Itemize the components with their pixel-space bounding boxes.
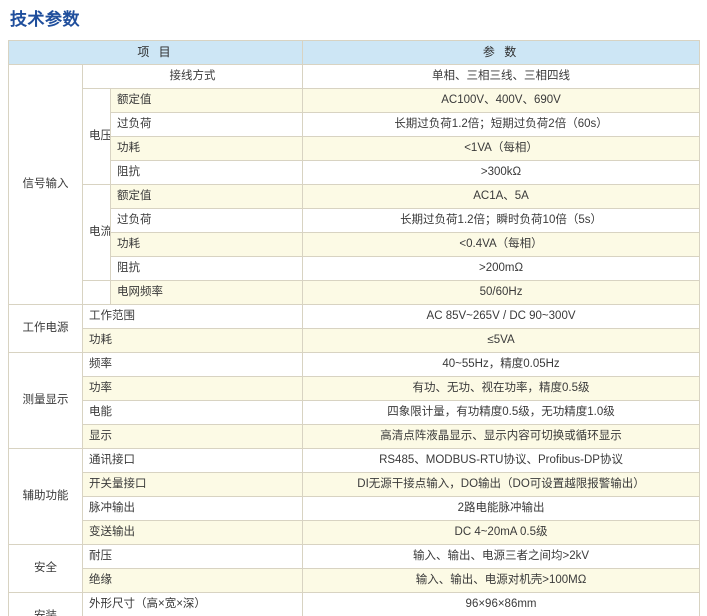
group-label: 辅助功能 [8,448,83,545]
parameter-value: DI无源干接点输入，DO输出（DO可设置越限报警输出） [302,472,701,497]
parameter-value: 输入、输出、电源三者之间均>2kV [302,544,701,569]
item-label: 变送输出 [81,520,304,545]
table-row: 电网频率 50/60Hz [9,280,701,305]
group-label: 信号输入 [8,64,83,305]
subgroup-label [82,280,111,305]
parameter-value: 单相、三相三线、三相四线 [302,64,701,89]
parameter-value: >200mΩ [302,256,701,281]
table-row: 电能 四象限计量，有功精度0.5级，无功精度1.0级 [9,400,701,425]
parameter-value: DC 4~20mA 0.5级 [302,520,701,545]
page-title: 技术参数 [10,10,80,29]
item-label: 通讯接口 [81,448,304,473]
parameter-value: RS485、MODBUS-RTU协议、Profibus-DP协议 [302,448,701,473]
parameter-value: ≤5VA [302,328,701,353]
item-label: 阻抗 [109,256,304,281]
item-label: 电能 [81,400,304,425]
table-row: 功耗 <1VA（每相） [9,136,701,161]
item-label: 开关量接口 [81,472,304,497]
item-label: 接线方式 [81,64,304,89]
table-row: 功率 有功、无功、视在功率，精度0.5级 [9,376,701,401]
item-label: 阻抗 [109,160,304,185]
table-row: 阻抗 >300kΩ [9,160,701,185]
group-label: 安全 [8,544,83,593]
subgroup-label: 电流 [82,184,111,281]
item-label: 额定值 [109,184,304,209]
parameter-value: 长期过负荷1.2倍；短期过负荷2倍（60s） [302,112,701,137]
parameter-value: 输入、输出、电源对机壳>100MΩ [302,568,701,593]
table-row: 功耗 <0.4VA（每相） [9,232,701,257]
table-row: 变送输出 DC 4~20mA 0.5级 [9,520,701,545]
item-label: 显示 [81,424,304,449]
parameter-value: 50/60Hz [302,280,701,305]
table-row: 信号输入 接线方式 单相、三相三线、三相四线 [8,64,701,305]
item-label: 功耗 [109,136,304,161]
table-header-row: 项 目 参 数 [7,40,701,65]
table-row: 工作电源 工作范围 AC 85V~265V / DC 90~300V [8,304,701,353]
parameter-value: <0.4VA（每相） [302,232,701,257]
group-label: 安装 [8,592,83,616]
item-label: 工作范围 [81,304,304,329]
subgroup-label: 电压 [82,88,111,185]
table-row: 过负荷 长期过负荷1.2倍；瞬时负荷10倍（5s） [9,208,701,233]
parameter-value: 高清点阵液晶显示、显示内容可切换或循环显示 [302,424,701,449]
item-label: 电网频率 [109,280,304,305]
item-label: 外形尺寸（高×宽×深） [81,592,304,616]
parameter-value: 有功、无功、视在功率，精度0.5级 [302,376,701,401]
table-row: 绝缘 输入、输出、电源对机壳>100MΩ [9,568,701,593]
column-header-item: 项 目 [7,40,304,65]
item-label: 功耗 [81,328,304,353]
parameter-value: 2路电能脉冲输出 [302,496,701,521]
parameter-value: 96×96×86mm [302,592,701,616]
technical-parameters-table: 项 目 参 数 信号输入 接线方式 单相、三相三线、三相四线 电压 额定值 AC100V、… [7,40,701,616]
parameter-value: AC1A、5A [302,184,701,209]
group-label: 工作电源 [8,304,83,353]
table-row: 电流 额定值 AC1A、5A [9,184,701,281]
item-label: 过负荷 [109,208,304,233]
table-row: 脉冲输出 2路电能脉冲输出 [9,496,701,521]
item-label: 耐压 [81,544,304,569]
table-body: 信号输入 接线方式 单相、三相三线、三相四线 电压 额定值 AC100V、400V、690… [8,64,701,616]
table-row: 功耗 ≤5VA [9,328,701,353]
item-label: 过负荷 [109,112,304,137]
table-row: 电压 额定值 AC100V、400V、690V [9,88,701,185]
item-label: 频率 [81,352,304,377]
item-label: 功率 [81,376,304,401]
parameter-value: >300kΩ [302,160,701,185]
parameter-value: <1VA（每相） [302,136,701,161]
table-row: 过负荷 长期过负荷1.2倍；短期过负荷2倍（60s） [9,112,701,137]
item-label: 绝缘 [81,568,304,593]
item-label: 额定值 [109,88,304,113]
table-row: 阻抗 >200mΩ [9,256,701,281]
parameter-value: 40~55Hz，精度0.05Hz [302,352,701,377]
parameter-value: AC 85V~265V / DC 90~300V [302,304,701,329]
parameter-value: AC100V、400V、690V [302,88,701,113]
table-row: 开关量接口 DI无源干接点输入，DO输出（DO可设置越限报警输出） [9,472,701,497]
column-header-parameter: 参 数 [302,40,701,65]
table-row: 安装 外形尺寸（高×宽×深） 96×96×86mm [8,592,701,616]
table-row: 安全 耐压 输入、输出、电源三者之间均>2kV [8,544,701,593]
table-head: 项 目 参 数 [7,40,701,65]
table-row: 辅助功能 通讯接口 RS485、MODBUS-RTU协议、Profibus-DP协议 [8,448,701,545]
table-row: 显示 高清点阵液晶显示、显示内容可切换或循环显示 [9,424,701,449]
item-label: 功耗 [109,232,304,257]
table-row: 测量显示 频率 40~55Hz，精度0.05Hz [8,352,701,449]
parameter-value: 长期过负荷1.2倍；瞬时负荷10倍（5s） [302,208,701,233]
parameter-value: 四象限计量，有功精度0.5级，无功精度1.0级 [302,400,701,425]
item-label: 脉冲输出 [81,496,304,521]
group-label: 测量显示 [8,352,83,449]
